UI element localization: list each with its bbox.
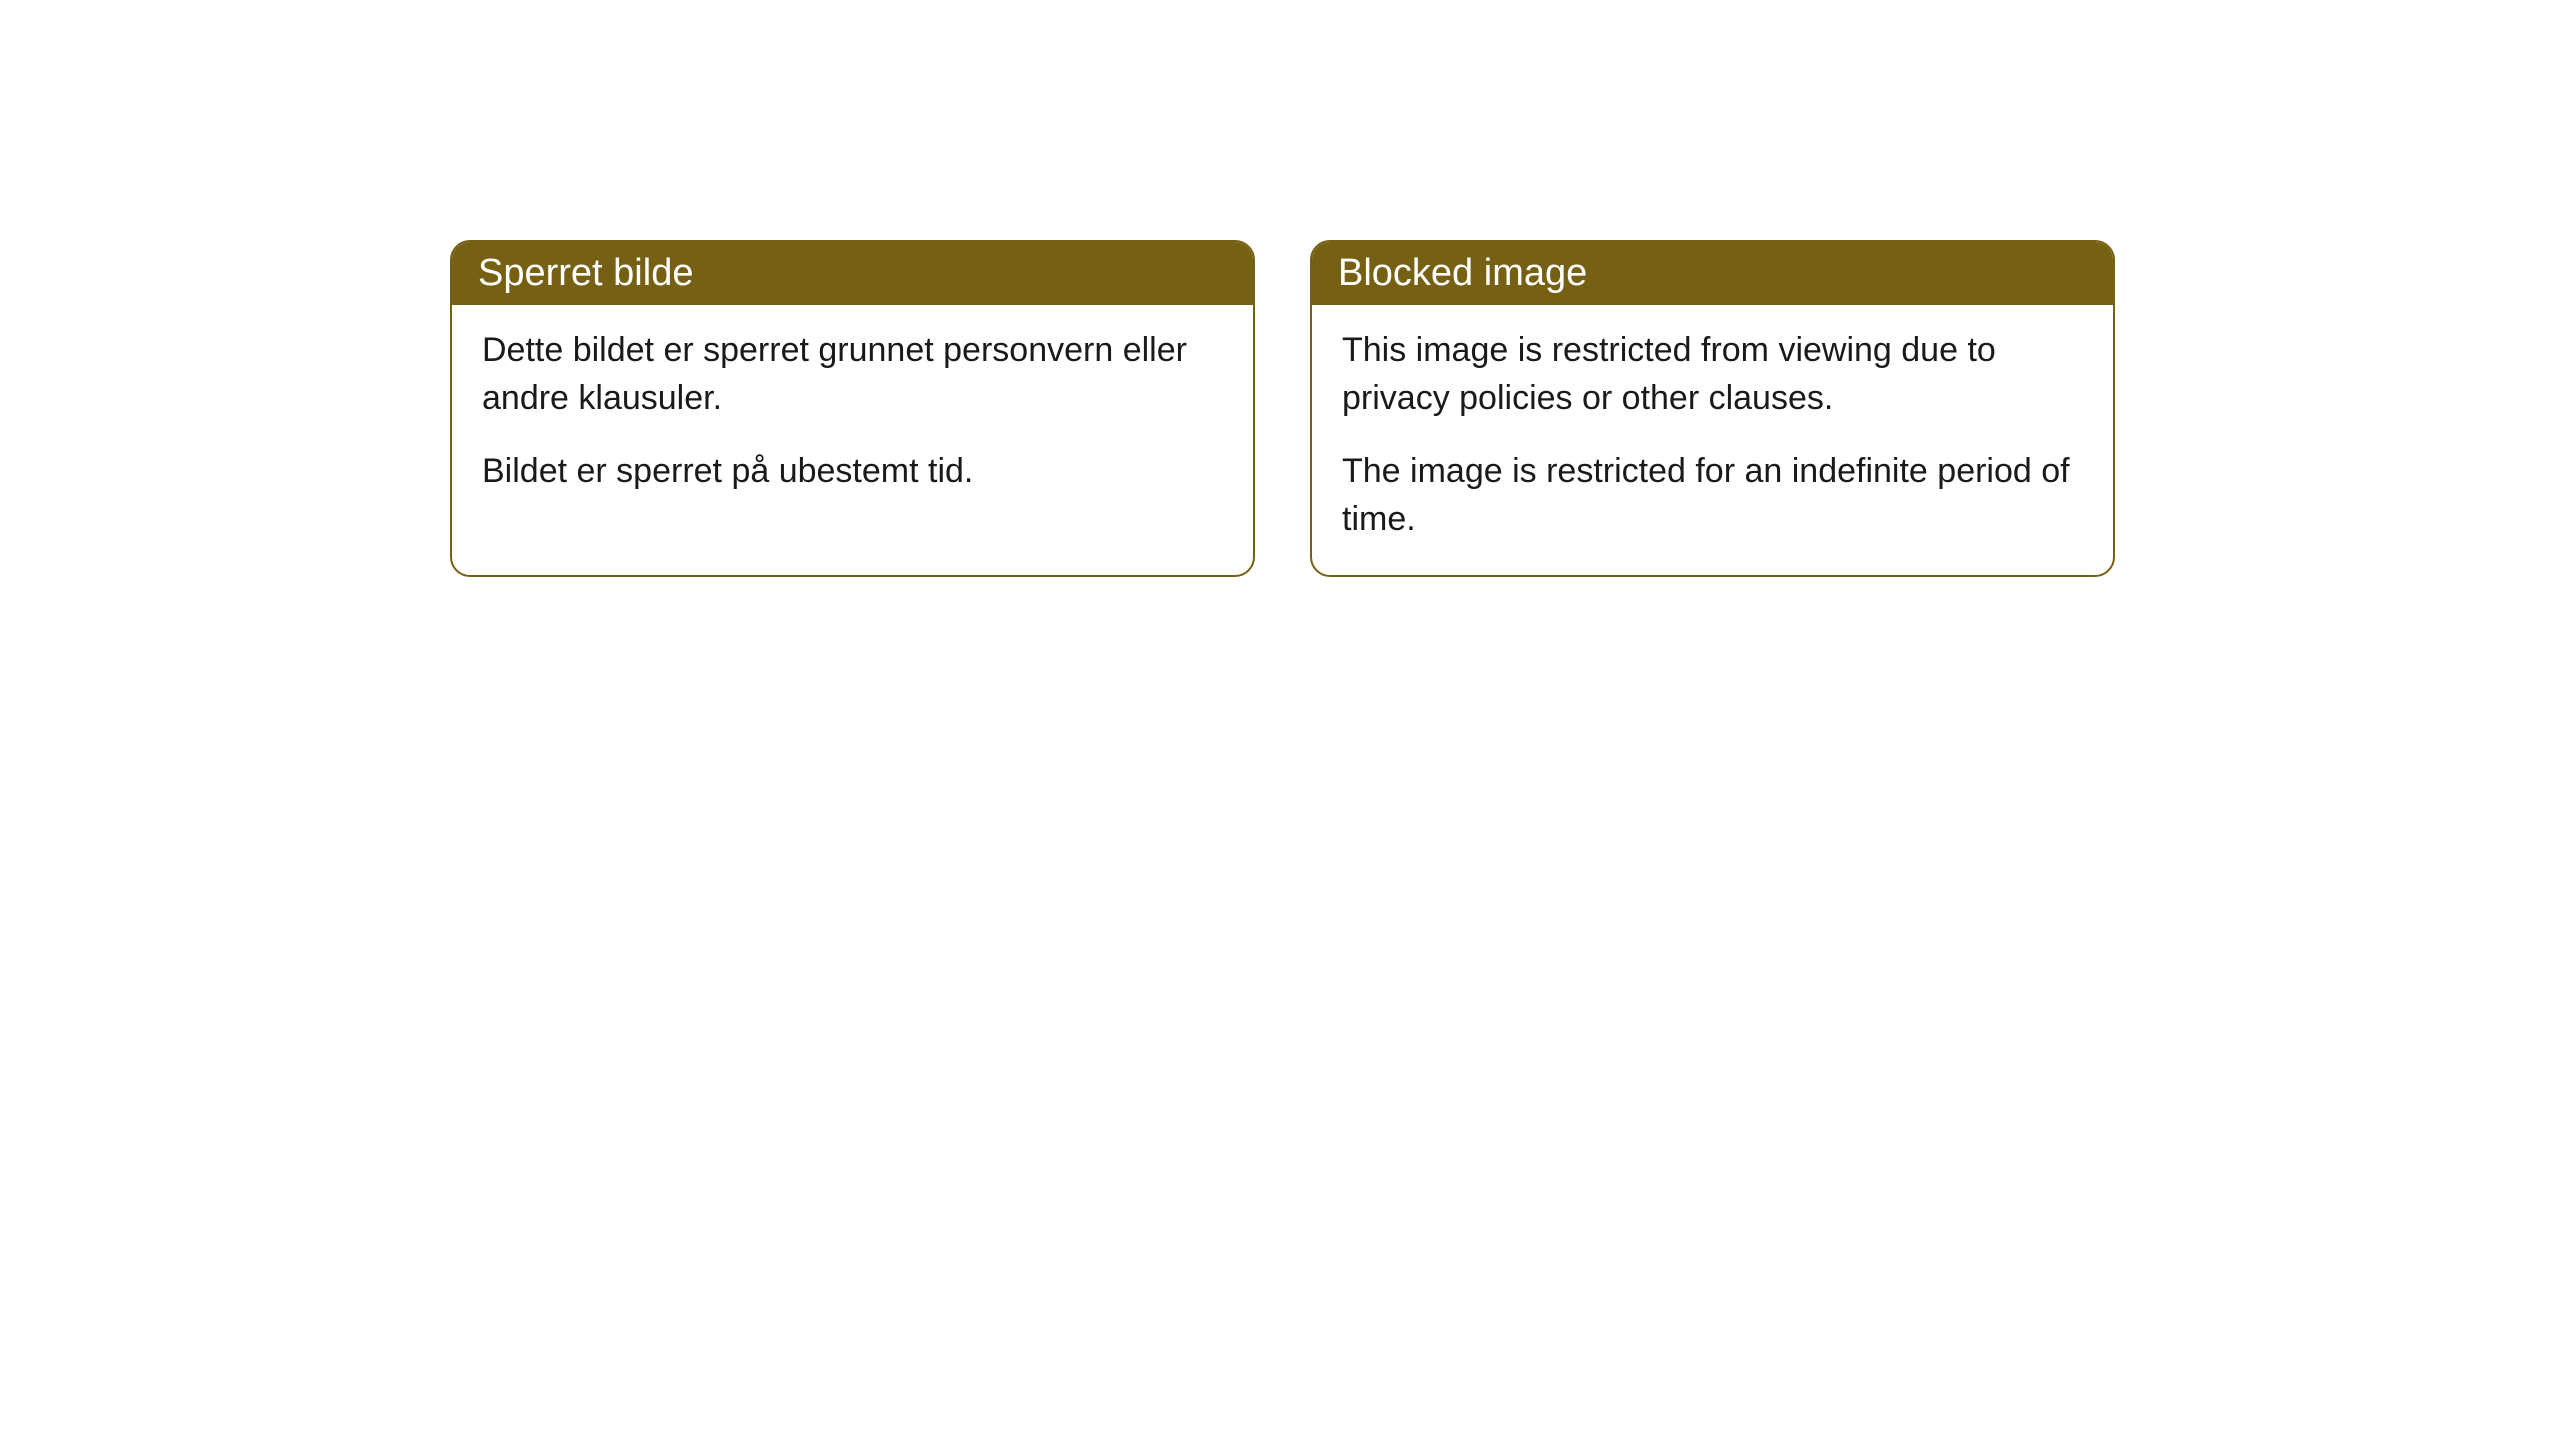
card-header-english: Blocked image: [1312, 242, 2113, 305]
notice-card-english: Blocked image This image is restricted f…: [1310, 240, 2115, 577]
card-paragraph: Bildet er sperret på ubestemt tid.: [482, 448, 1223, 496]
card-paragraph: This image is restricted from viewing du…: [1342, 327, 2083, 422]
card-header-norwegian: Sperret bilde: [452, 242, 1253, 305]
notice-cards-container: Sperret bilde Dette bildet er sperret gr…: [450, 240, 2560, 577]
card-title: Sperret bilde: [478, 252, 693, 294]
card-paragraph: The image is restricted for an indefinit…: [1342, 448, 2083, 543]
card-paragraph: Dette bildet er sperret grunnet personve…: [482, 327, 1223, 422]
card-title: Blocked image: [1338, 252, 1587, 294]
card-body-norwegian: Dette bildet er sperret grunnet personve…: [452, 305, 1253, 528]
notice-card-norwegian: Sperret bilde Dette bildet er sperret gr…: [450, 240, 1255, 577]
card-body-english: This image is restricted from viewing du…: [1312, 305, 2113, 575]
